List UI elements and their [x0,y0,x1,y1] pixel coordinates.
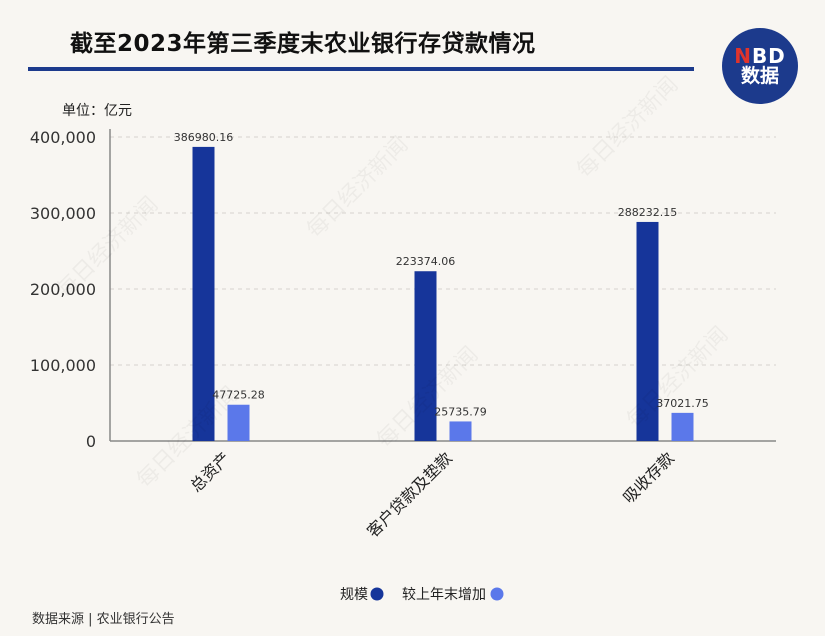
logo-shuju: 数据 [740,64,779,87]
data-label: 47725.28 [212,389,265,402]
y-tick-label: 100,000 [30,356,96,375]
chart-title: 截至2023年第三季度末农业银行存贷款情况 [70,31,536,57]
data-label: 288232.15 [618,206,678,219]
data-label: 37021.75 [656,397,709,410]
data-source: 数据来源 | 农业银行公告 [32,612,175,627]
legend-label: 较上年末增加 [402,587,486,603]
bar-scale [636,221,659,441]
y-tick-label: 400,000 [30,128,96,147]
x-category-label: 客户贷款及垫款 [363,448,456,541]
bar-increase [671,412,694,441]
legend-marker [370,587,384,601]
legend-label: 规模 [340,587,368,603]
data-label: 25735.79 [434,405,487,418]
x-category-label: 总资产 [186,448,233,495]
bar-increase [449,421,472,441]
data-label: 386980.16 [174,131,234,144]
y-tick-label: 300,000 [30,204,96,223]
y-tick-label: 200,000 [30,280,96,299]
data-label: 223374.06 [396,255,456,268]
bar-scale [414,271,437,441]
y-tick-label: 0 [86,432,96,451]
logo-letters-bd: BD [751,43,786,68]
nbd-logo: NBD 数据 [722,28,798,104]
x-category-label: 吸收存款 [619,448,678,507]
logo-letter-n: N [734,43,752,68]
bar-increase [227,404,250,441]
unit-label: 单位：亿元 [62,103,132,119]
bar-scale [192,146,215,441]
title-underline [28,67,694,71]
legend-marker [490,587,504,601]
